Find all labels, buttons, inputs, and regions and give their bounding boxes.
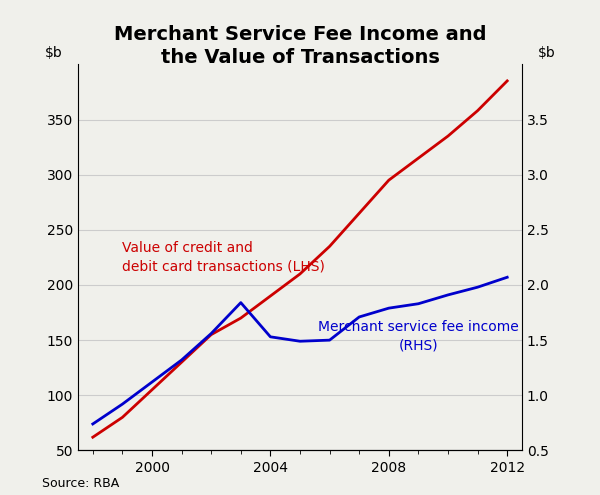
Text: Source: RBA: Source: RBA: [42, 477, 119, 490]
Text: $b: $b: [538, 47, 556, 60]
Text: Value of credit and
debit card transactions (LHS): Value of credit and debit card transacti…: [122, 241, 325, 273]
Text: $b: $b: [45, 47, 62, 60]
Text: Merchant service fee income
(RHS): Merchant service fee income (RHS): [318, 320, 518, 352]
Text: Merchant Service Fee Income and
the Value of Transactions: Merchant Service Fee Income and the Valu…: [114, 25, 486, 67]
